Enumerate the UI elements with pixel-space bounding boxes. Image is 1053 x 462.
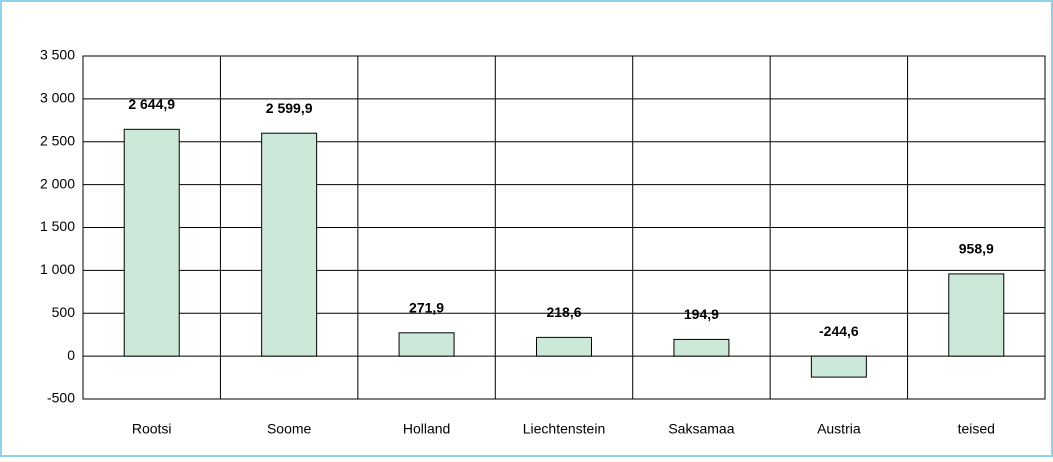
x-tick-label: Rootsi [132,421,172,437]
y-tick-label: 3 000 [40,90,75,106]
y-tick-label: 2 500 [40,132,75,148]
y-tick-label: 0 [67,347,75,363]
data-label: 218,6 [546,304,581,320]
bar [398,332,455,357]
plot-border [82,55,1046,400]
x-tick-label: Austria [817,421,861,437]
data-label: 271,9 [409,300,444,316]
bar [673,338,730,357]
bar [810,355,867,378]
bar [948,273,1005,357]
x-tick-label: Liechtenstein [523,421,606,437]
data-label: 2 644,9 [128,96,175,112]
data-label: 958,9 [959,241,994,257]
data-label: -244,6 [819,323,859,339]
y-tick-label: 1 500 [40,218,75,234]
y-tick-label: 3 500 [40,47,75,63]
y-tick-label: 500 [52,304,76,320]
data-label: 194,9 [684,306,719,322]
x-tick-label: Holland [403,421,450,437]
data-label: 2 599,9 [266,100,313,116]
bar [123,128,180,357]
y-tick-label: 1 000 [40,261,75,277]
bar [261,132,318,357]
bar [536,336,592,357]
x-tick-label: teised [958,421,995,437]
y-tick-label: -500 [47,390,75,406]
x-tick-label: Soome [267,421,312,437]
x-tick-label: Saksamaa [668,421,734,437]
y-tick-label: 2 000 [40,175,75,191]
